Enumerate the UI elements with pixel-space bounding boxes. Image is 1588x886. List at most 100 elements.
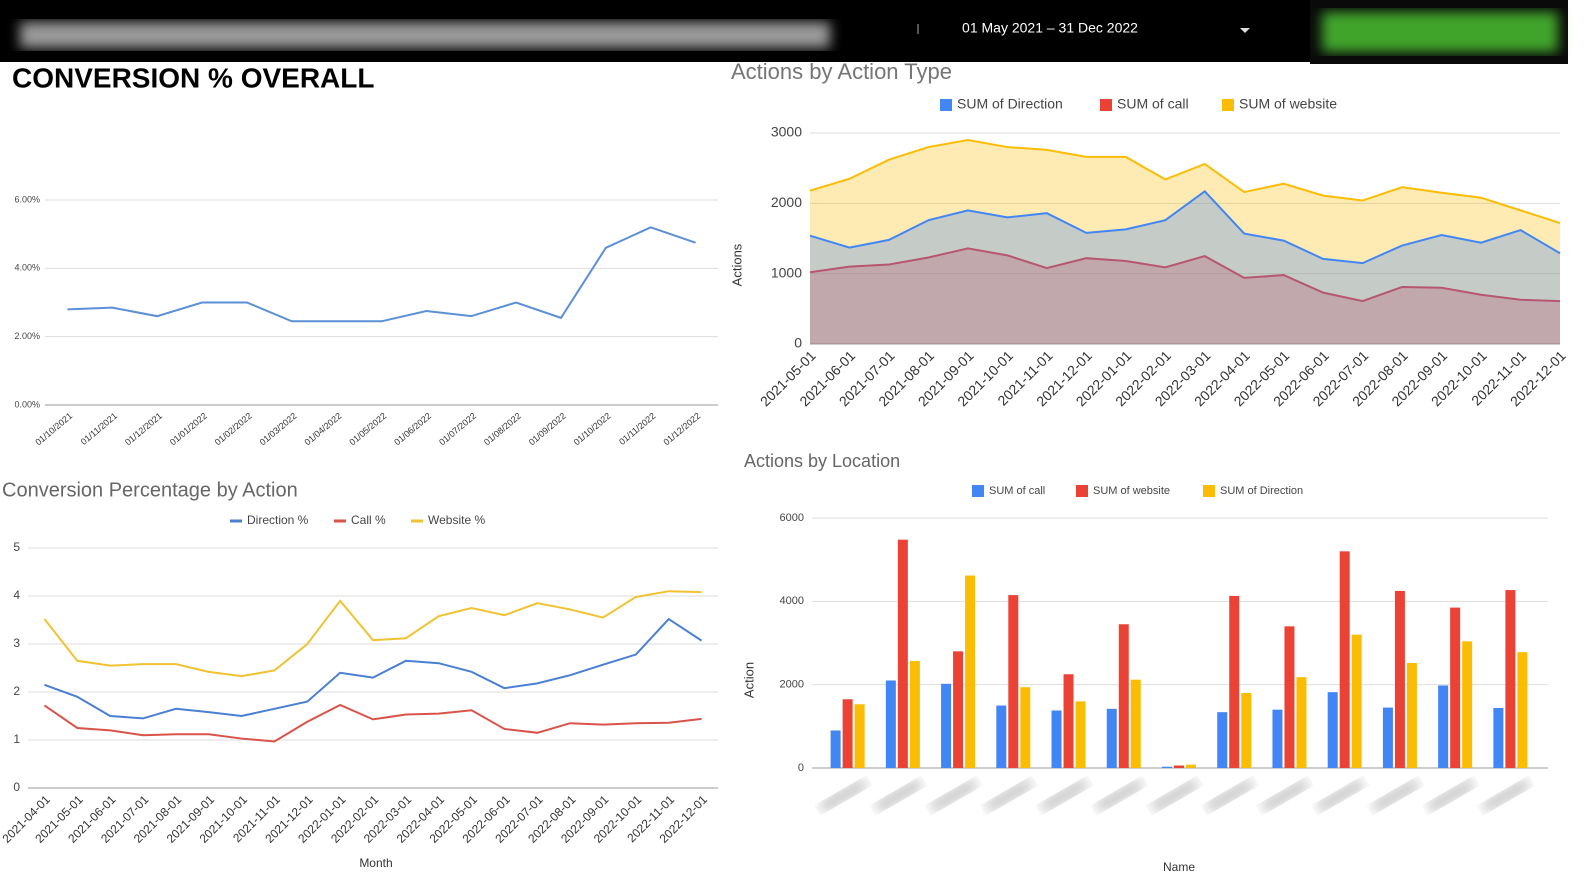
chart-title: Actions by Action Type [731,59,952,84]
legend-marker [972,485,984,497]
y-tick-label: 2000 [780,679,804,691]
x-tick-label: 01/10/2022 [572,411,613,448]
bar [1130,679,1141,768]
x-tick-label: 01/11/2022 [617,411,657,447]
blurred-label [1426,778,1475,813]
bar [1296,677,1307,768]
x-axis-label: Month [359,856,392,870]
bar [1327,692,1338,768]
legend-label: SUM of Direction [1220,485,1303,497]
y-tick-label: 4000 [780,595,804,607]
y-tick-label: 3 [13,636,20,650]
x-tick-label: 01/01/2022 [168,411,209,448]
bar [1450,607,1461,768]
bar [1063,674,1074,768]
blurred-label [1205,778,1255,813]
line [43,703,702,743]
blurred-label [819,778,868,813]
bar [909,660,920,768]
y-tick-label: 5 [13,540,20,554]
blurred-label [1371,778,1420,813]
y-tick-label: 0 [794,335,802,351]
y-tick-label: 2.00% [14,331,40,341]
legend-marker [1076,485,1088,497]
bar [1394,590,1405,768]
legend-label: Website % [428,513,485,527]
bar [965,575,976,768]
blurred-label [984,778,1034,813]
bar [1186,764,1196,768]
bar [953,651,964,768]
bar [941,683,952,768]
blurred-logo [1322,12,1558,52]
x-tick-label: 01/04/2022 [303,411,344,448]
blurred-label [1095,778,1144,813]
legend-marker [940,99,952,111]
blurred-label [1150,778,1199,813]
y-tick-label: 2 [13,684,20,698]
bar [1284,626,1295,768]
bar [1382,707,1393,768]
bar [1351,634,1362,768]
legend-label: SUM of Direction [957,96,1063,112]
y-tick-label: 2000 [771,194,802,210]
legend-marker [1100,99,1112,111]
legend-label: SUM of call [1117,96,1189,112]
blurred-label [874,778,923,813]
bar [1118,624,1129,768]
bar [842,699,853,768]
x-tick-label: 01/08/2022 [482,411,523,448]
bar [1241,693,1252,768]
x-tick-label: 01/12/2022 [661,411,702,448]
bar [1020,687,1031,768]
y-tick-label: 1 [13,732,20,746]
blurred-label [1260,778,1310,813]
blurred-title [20,22,830,48]
date-range[interactable]: 01 May 2021 – 31 Dec 2022 [962,20,1138,36]
bar [1174,765,1184,768]
x-tick-label: 01/05/2022 [347,411,388,448]
dropdown-arrow[interactable] [1240,28,1250,33]
bar [1229,595,1240,768]
area [810,140,1560,344]
area-line [809,139,1561,224]
chart-title: Actions by Location [744,451,900,471]
x-tick-label: 01/02/2022 [213,411,254,448]
x-tick-label: 01/07/2022 [437,411,478,448]
bar [1162,766,1172,768]
blurred-label [929,778,978,813]
bar [1075,701,1086,768]
x-tick-label: 01/10/2021 [33,411,74,448]
y-tick-label: 1000 [771,264,802,280]
legend-label: Direction % [247,513,309,527]
legend-label: SUM of website [1093,485,1170,497]
y-tick-label: 3000 [771,124,802,140]
area-line [809,190,1561,265]
y-axis-label: Actions [729,243,744,286]
x-tick-label: 01/11/2021 [79,411,119,447]
bar [996,705,1007,768]
chart-title: CONVERSION % OVERALL [12,62,374,93]
bar [1493,708,1504,768]
legend-marker [1222,99,1234,111]
bar [1217,712,1228,768]
bar [885,680,896,768]
x-tick-label: 01/06/2022 [392,411,433,448]
legend-label: Call % [351,513,386,527]
bar [897,539,908,768]
blurred-label [1316,778,1365,813]
y-tick-label: 4 [13,588,20,602]
blurred-label [1481,778,1531,813]
x-tick-label: 01/12/2021 [123,411,164,448]
y-tick-label: 6.00% [14,194,40,204]
bar [1517,652,1528,768]
chart-title: Conversion Percentage by Action [2,479,298,501]
line [67,226,696,323]
line [44,617,703,720]
bar [1106,708,1117,768]
blurred-label [1040,778,1089,813]
bar [1008,595,1019,768]
y-axis-label: Action [741,662,756,698]
y-tick-label: 0 [798,762,804,774]
bar [1406,663,1417,768]
